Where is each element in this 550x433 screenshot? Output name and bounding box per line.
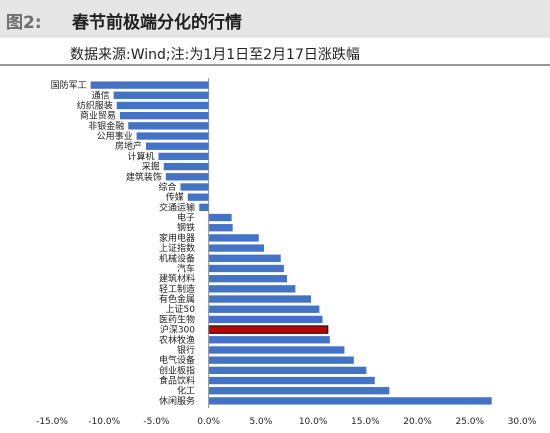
category-label: 有色金属 — [159, 293, 195, 305]
category-labels: 国防军工通信纺织服装商业贸易非银金融公用事业房地产计算机采掘建筑装饰综合传媒交通… — [51, 79, 196, 407]
bar-传媒 — [187, 193, 209, 201]
x-tick-label: -5.0% — [143, 417, 170, 427]
bar-有色金属 — [208, 295, 312, 303]
bar-医药生物 — [208, 315, 323, 324]
category-label: 建筑材料 — [159, 273, 195, 285]
bar-沪深300 — [208, 325, 329, 334]
x-tick-label: 25.0% — [455, 417, 484, 427]
category-label: 综合 — [158, 181, 176, 193]
category-label: 机械设备 — [159, 252, 195, 264]
x-tick-label: 15.0% — [351, 417, 380, 427]
bar-建筑材料 — [208, 274, 287, 283]
bar-交通运输 — [199, 203, 209, 212]
bar-化工 — [208, 387, 390, 395]
bar-家用电器 — [208, 234, 259, 242]
bar-房地产 — [146, 142, 209, 150]
category-label: 通信 — [92, 89, 110, 101]
figure-label: 图2: — [6, 13, 42, 33]
category-label: 交通运输 — [159, 201, 195, 213]
category-label: 创业板指 — [159, 364, 195, 376]
bars-group — [90, 81, 492, 405]
x-tick-label: 10.0% — [299, 417, 328, 427]
bar-采掘 — [163, 162, 209, 171]
category-label: 休闲服务 — [159, 395, 195, 407]
category-label: 房地产 — [115, 140, 142, 152]
category-label: 电子 — [177, 212, 195, 224]
bar-上证50 — [208, 305, 320, 313]
x-tick-label: 0.0% — [197, 417, 220, 427]
category-label: 银行 — [177, 344, 195, 356]
category-label: 钢铁 — [177, 222, 195, 234]
category-label: 非银金融 — [88, 120, 124, 132]
category-label: 商业贸易 — [80, 110, 116, 122]
bar-电子 — [208, 213, 232, 222]
category-label: 化工 — [177, 385, 195, 397]
category-label: 公用事业 — [97, 130, 133, 142]
bar-钢铁 — [208, 224, 233, 232]
figure-title: 春节前极端分化的行情 — [72, 13, 242, 33]
bar-综合 — [180, 183, 209, 191]
bar-通信 — [113, 91, 209, 99]
bar-银行 — [208, 346, 345, 354]
bar-上证指数 — [208, 244, 265, 252]
x-tick-label: 20.0% — [403, 417, 432, 427]
bar-休闲服务 — [208, 397, 492, 405]
x-tick-label: 5.0% — [249, 417, 272, 427]
category-label: 家用电器 — [159, 232, 195, 244]
bar-商业贸易 — [119, 111, 209, 120]
category-label: 纺织服装 — [77, 99, 113, 111]
x-tick-label: -10.0% — [88, 417, 120, 427]
x-tick-label: 30.0% — [508, 417, 537, 427]
bar-电气设备 — [208, 356, 354, 364]
category-label: 沪深300 — [160, 324, 195, 336]
x-axis-ticks: -15.0% -10.0% -5.0% 0.0% 5.0% 10.0% 15.0% 20.0%… — [36, 78, 537, 427]
bar-食品饮料 — [208, 376, 375, 385]
category-label: 传媒 — [166, 191, 184, 203]
bar-农林牧渔 — [208, 336, 330, 344]
category-label: 建筑装饰 — [126, 171, 162, 183]
bar-国防军工 — [90, 81, 209, 89]
category-label: 计算机 — [128, 150, 155, 162]
category-label: 农林牧渔 — [159, 334, 195, 346]
bar-非银金融 — [128, 122, 209, 130]
bar-机械设备 — [208, 254, 281, 262]
category-label: 医药生物 — [159, 313, 195, 325]
category-label: 轻工制造 — [159, 283, 195, 295]
bar-汽车 — [208, 264, 284, 273]
bar-计算机 — [158, 152, 209, 161]
divider-line — [0, 64, 550, 66]
bar-创业板指 — [208, 366, 367, 375]
category-label: 上证50 — [166, 304, 196, 315]
bar-公用事业 — [136, 132, 209, 140]
category-label: 采掘 — [142, 161, 160, 173]
category-label: 国防军工 — [51, 79, 87, 91]
bar-纺织服装 — [116, 101, 209, 110]
bar-轻工制造 — [208, 285, 296, 293]
category-label: 上证指数 — [159, 242, 195, 254]
category-label: 食品饮料 — [159, 375, 195, 387]
x-tick-label: -15.0% — [36, 417, 68, 427]
figure-header: 图2: 春节前极端分化的行情 — [0, 0, 550, 38]
category-label: 电气设备 — [159, 354, 195, 366]
bar-chart: 国防军工通信纺织服装商业贸易非银金融公用事业房地产计算机采掘建筑装饰综合传媒交通… — [36, 78, 537, 427]
category-label: 汽车 — [177, 262, 195, 274]
bar-建筑装饰 — [165, 173, 209, 181]
figure-subtitle: 数据来源:Wind;注:为1月1日至2月17日涨跌幅 — [70, 47, 360, 63]
